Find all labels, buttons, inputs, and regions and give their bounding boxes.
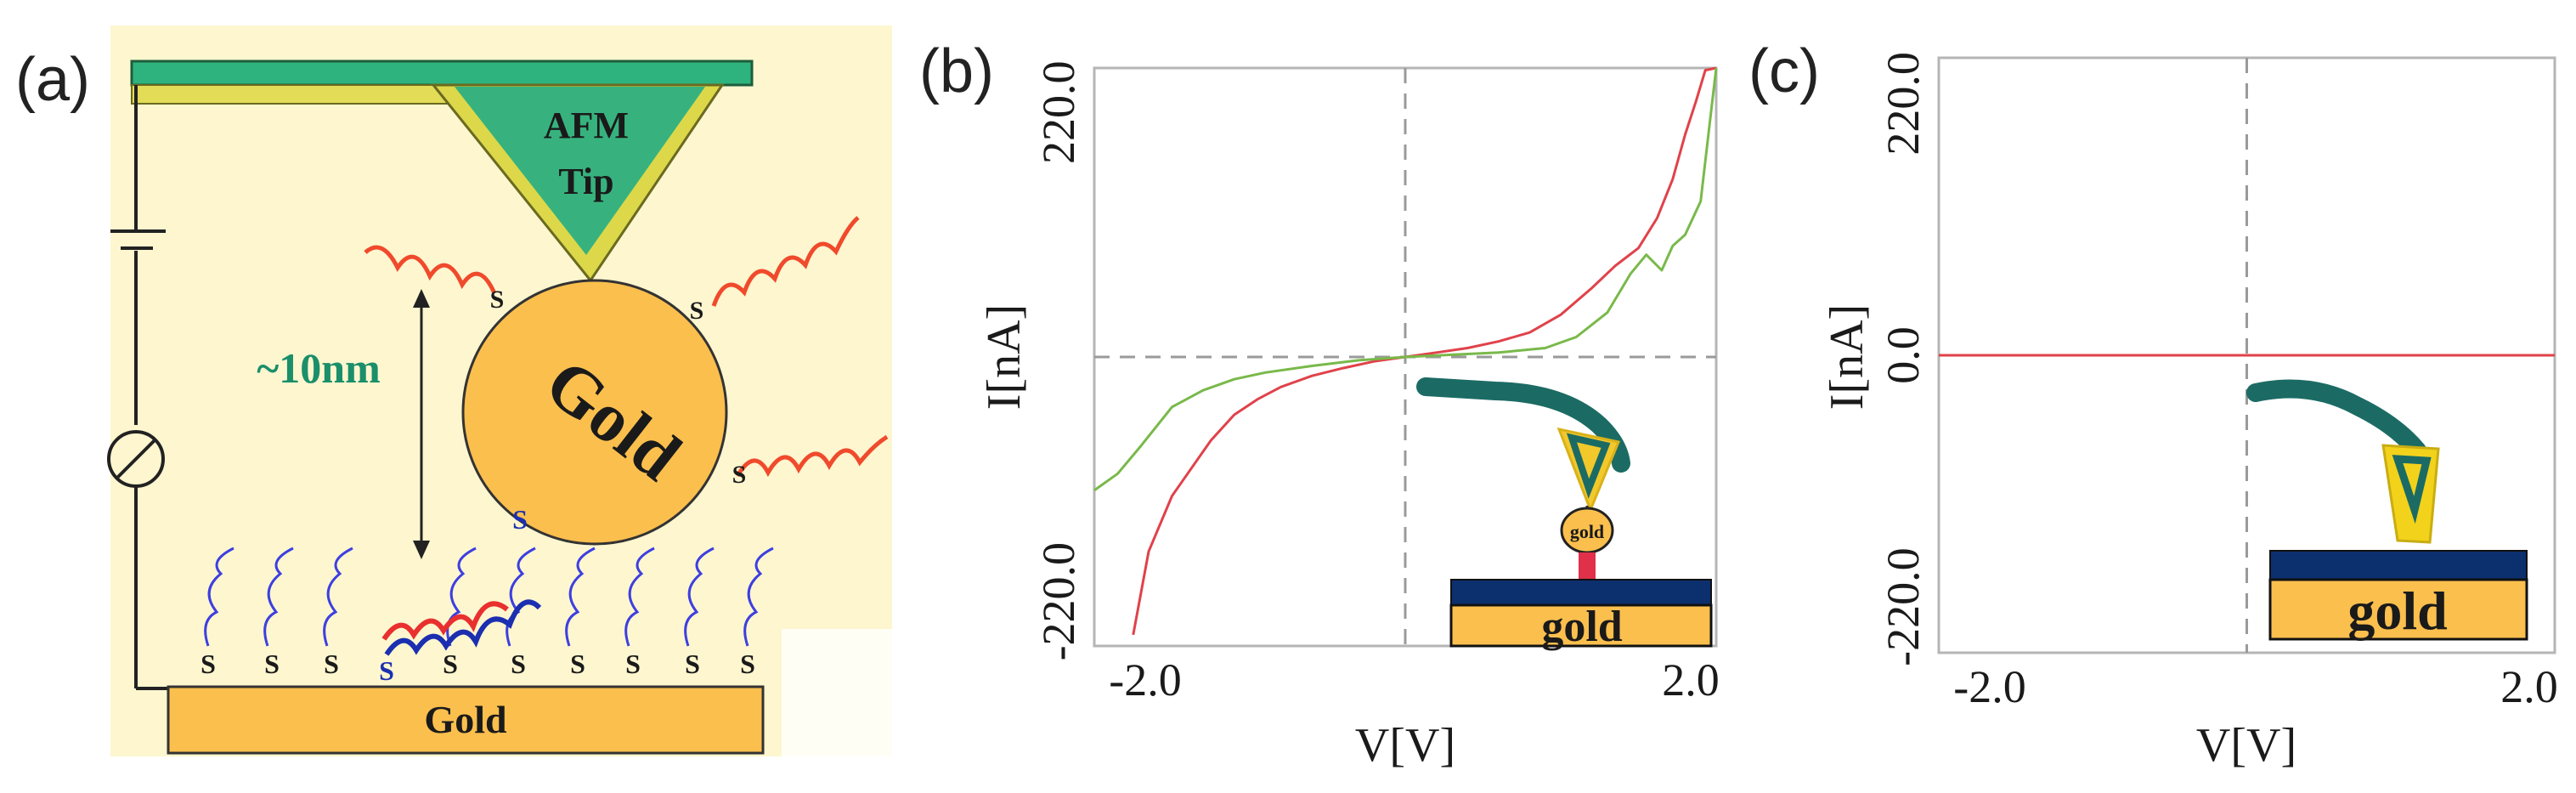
y-tick-label-c-0: 220.0 xyxy=(1878,52,1929,156)
ticks-layer-b: -2.0 2.0 220.0 -220.0 xyxy=(1033,61,1720,705)
afm-tip: AFM Tip xyxy=(430,83,725,283)
inset-b-substrate-label: gold xyxy=(1541,603,1622,651)
ligand-springs xyxy=(364,216,889,478)
y-tick-label-c-2: -220.0 xyxy=(1878,547,1929,666)
inset-c-substrate xyxy=(2268,578,2528,641)
svg-text:S: S xyxy=(201,649,216,679)
x-tick-label-c-1: 2.0 xyxy=(2500,661,2558,712)
y-tick-label-b-1: -220.0 xyxy=(1033,542,1084,660)
cantilever-bar xyxy=(130,59,754,87)
inset-c: gold xyxy=(2246,379,2528,641)
substrate-sulfur-atoms: S S S S S S S S S S S xyxy=(201,504,755,686)
series-line-green-b xyxy=(1093,67,1718,492)
ylabel-b: I[nA] xyxy=(978,304,1031,410)
svg-text:S: S xyxy=(512,504,528,535)
svg-text:S: S xyxy=(490,286,505,314)
gold-particle: Gold xyxy=(461,279,728,546)
svg-text:S: S xyxy=(570,649,585,679)
particle-sulfur-atoms: S S S xyxy=(490,286,747,489)
circuit xyxy=(107,85,170,690)
svg-text:S: S xyxy=(379,655,394,686)
schematic-lower-right-white xyxy=(782,629,892,756)
series-layer-b xyxy=(1093,66,1718,636)
inset-b-substrate xyxy=(1449,603,1713,648)
inset-c-cantilever xyxy=(2246,379,2426,460)
panel-label-a: (a) xyxy=(15,46,90,114)
distance-arrow: ~10nm xyxy=(257,289,430,559)
x-tick-label-b-1: 2.0 xyxy=(1662,654,1720,705)
svg-text:S: S xyxy=(732,461,747,489)
afm-tip-label-line2: Tip xyxy=(558,161,613,202)
svg-text:S: S xyxy=(511,649,526,679)
inset-b: gold gold xyxy=(1416,377,1713,651)
inset-c-substrate-label: gold xyxy=(2347,581,2447,641)
x-tick-label-c-0: -2.0 xyxy=(1953,661,2025,712)
panel-b: (b) -2.0 2.0 220.0 -220.0 V[V] I[nA] gold g… xyxy=(919,37,1720,772)
gold-substrate: Gold xyxy=(167,685,765,755)
svg-text:S: S xyxy=(740,649,755,679)
series-line-red-b xyxy=(1132,66,1717,636)
y-tick-label-b-0: 220.0 xyxy=(1033,61,1084,165)
ylabel-c: I[nA] xyxy=(1821,304,1873,410)
x-tick-label-b-0: -2.0 xyxy=(1109,654,1181,705)
xlabel-b: V[V] xyxy=(1355,719,1455,772)
panel-c: (c) -2.0 2.0 220.0 0.0 -220.0 V[V] I[nA] gol… xyxy=(1748,37,2558,772)
inset-b-monolayer xyxy=(1450,579,1712,606)
panel-a: (a) AFM Tip ~10nm xyxy=(15,25,892,756)
cantilever-underside xyxy=(131,84,455,105)
linker-molecule xyxy=(381,599,542,656)
svg-text:S: S xyxy=(625,649,641,679)
svg-text:S: S xyxy=(685,649,700,679)
svg-text:S: S xyxy=(324,649,339,679)
substrate-label: Gold xyxy=(424,698,507,741)
inset-c-monolayer xyxy=(2269,550,2528,581)
panel-label-b: (b) xyxy=(919,37,994,105)
svg-text:S: S xyxy=(264,649,280,679)
svg-text:S: S xyxy=(690,297,704,325)
y-tick-label-c-1: 0.0 xyxy=(1878,326,1929,384)
inset-b-particle-label: gold xyxy=(1570,521,1604,542)
panel-label-c: (c) xyxy=(1748,37,1820,105)
svg-text:S: S xyxy=(443,649,458,679)
xlabel-c: V[V] xyxy=(2196,719,2296,772)
afm-tip-label-line1: AFM xyxy=(544,105,629,146)
distance-label: ~10nm xyxy=(257,344,380,392)
ticks-layer-c: -2.0 2.0 220.0 0.0 -220.0 xyxy=(1878,52,2558,712)
